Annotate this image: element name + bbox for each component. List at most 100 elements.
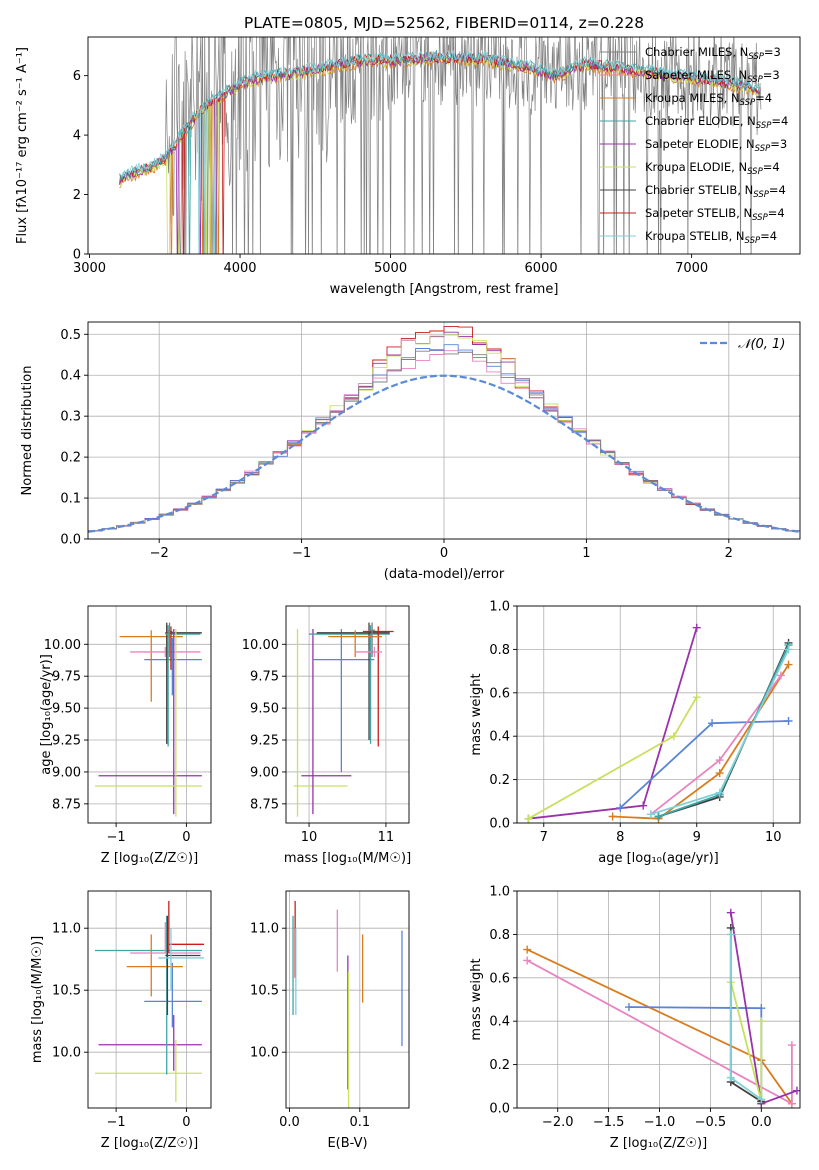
mass_weight_vs_z-xtick-label: −0.5 (695, 1115, 727, 1130)
legend-subscript: SSP (745, 236, 761, 246)
mass_weight_vs_z-ytick-label: 0.2 (489, 1058, 510, 1073)
weight-marker (692, 693, 701, 702)
age_vs_z-axes-frame (87, 605, 212, 824)
mass_weight_vs_age-ytick-label: 0.4 (489, 730, 510, 745)
errorbar-cross-chabrier-miles (168, 622, 171, 658)
age-vs-metallicity-panel: −1 0 8.75 9.00 9.25 9.50 9.75 10.00 Z [log₁₀(Z/Z… (39, 605, 212, 866)
age_vs_mass-xtick-label: 10 (301, 830, 318, 845)
residuals-xtick-label: 1 (582, 546, 590, 561)
spectrum-xtick-label: 5000 (374, 261, 407, 276)
mass_weight_vs_age-ylabel: mass weight (469, 673, 484, 755)
residuals-xlabel: (data-model)/error (384, 567, 505, 582)
errorbar-cross-blue-series (144, 637, 202, 696)
mass_vs_ebv-xlabel: E(B-V) (327, 1136, 367, 1151)
mass_weight_vs_z-ylabel: mass weight (469, 958, 484, 1040)
mass_vs_ebv-plot-area (292, 900, 403, 1108)
weight-marker (726, 930, 735, 939)
weight-marker (757, 1095, 766, 1104)
weight-marker (616, 803, 625, 812)
errorbar-cross-kroupa-miles (126, 934, 183, 997)
weight-marker (715, 769, 724, 778)
residuals-ytick-label: 0.1 (60, 492, 81, 507)
age_vs_mass-ytick-label: 9.50 (250, 702, 279, 717)
residuals-xtick-label: 0 (440, 546, 448, 561)
age_vs_z-plot-area (95, 622, 202, 817)
mass_weight_vs_z-grid (517, 890, 800, 1109)
age_vs_mass-ytick-label: 9.00 (250, 765, 279, 780)
legend-count: =4 (755, 91, 772, 105)
mass_weight_vs_z-xtick-label: −2.0 (542, 1115, 574, 1130)
mass-weight-vs-age-panel: 7 8 9 10 0.0 0.2 0.4 0.6 0.8 1.0 age [log₁₀(age/yr… (469, 600, 801, 866)
errorbar-cross-chabrier-elodie (95, 915, 202, 1075)
mass_vs_z-ytick-label: 10.0 (52, 1046, 81, 1061)
residuals-xtick-label: 2 (725, 546, 733, 561)
age_vs_mass-grid (286, 606, 409, 823)
weight-marker (784, 660, 793, 669)
age_vs_z-ytick-label: 9.50 (52, 702, 81, 717)
residuals-plot-area (88, 325, 800, 533)
spectrum-ytick-label: 2 (73, 188, 81, 203)
mass_weight_vs_age-axes-frame (516, 605, 801, 824)
mass_vs_z-ytick-label: 11.0 (52, 922, 81, 937)
mass_vs_z-xtick-label: 0 (182, 1115, 190, 1130)
spectrum-panel: 3000 4000 5000 6000 7000 0 2 4 6 wavelength [Angs… (15, 36, 801, 297)
weight-marker (715, 788, 724, 797)
residuals-ytick-label: 0.2 (60, 451, 81, 466)
legend-entry: Kroupa ELODIE, NSSP=4 (645, 160, 780, 177)
mass_vs_ebv-xtick-label: 0.1 (349, 1115, 370, 1130)
errorbar-cross-chabrier-miles (369, 622, 376, 658)
residuals-ytick-label: 0.5 (60, 328, 81, 343)
legend-subscript: SSP (748, 52, 764, 62)
age_vs_mass-axes-frame (285, 605, 410, 824)
mass_weight_vs_z-ytick-label: 0.6 (489, 971, 510, 986)
mass_weight_vs_z-plot-area (523, 908, 800, 1108)
age_vs_mass-xlabel: mass [log₁₀(M/M☉)] (284, 851, 411, 866)
errorbar-cross-blue-series (312, 628, 375, 772)
spectrum-plot-area (119, 37, 762, 254)
mass_weight_vs_age-plot-area (524, 623, 793, 823)
age_vs_z-ytick-label: 9.25 (52, 734, 81, 749)
age_vs_z-ytick-label: 10.00 (44, 638, 81, 653)
spectrum-xtick-label: 6000 (525, 261, 558, 276)
legend-entry: Salpeter MILES, NSSP=3 (645, 68, 780, 85)
errorbar-cross-kroupa-stelib (158, 928, 204, 991)
mass_weight_vs_z-ytick-label: 0.4 (489, 1015, 510, 1030)
errorbar-cross-pink-series (130, 646, 201, 658)
normal-distribution-curve (88, 374, 800, 533)
residuals-xtick-label: −1 (292, 546, 311, 561)
mass-vs-metallicity-panel: −1 0 10.0 10.5 11.0 Z [log₁₀(Z/Z☉)] mass [log₁… (30, 890, 212, 1151)
mass_weight_vs_age-xtick-label: 7 (540, 830, 548, 845)
weight-marker (757, 1017, 766, 1026)
spectrum-title: PLATE=0805, MJD=52562, FIBERID=0114, z=0… (244, 14, 644, 32)
mass_vs_ebv-axes-frame (285, 890, 410, 1109)
legend-label: Kroupa ELODIE, N (645, 160, 747, 174)
legend-label: Salpeter STELIB, N (645, 206, 752, 220)
legend-label: Salpeter ELODIE, N (645, 137, 755, 151)
age_vs_mass-ytick-label: 10.00 (242, 638, 279, 653)
weight-marker (692, 623, 701, 632)
weight-marker (757, 1004, 766, 1013)
weight-marker (654, 812, 663, 821)
weight-marker (708, 719, 717, 728)
legend-subscript: SSP (755, 144, 771, 154)
errorbar-cross-kroupa-elodie (95, 628, 202, 817)
mass_weight_vs_age-ytick-label: 1.0 (489, 600, 510, 615)
legend-subscript: SSP (740, 98, 756, 108)
residuals-axes-frame (87, 321, 801, 540)
mass_weight_vs_z-axes-frame (516, 890, 801, 1109)
spectrum-xlabel: wavelength [Angstrom, rest frame] (330, 282, 559, 297)
legend-label: Chabrier STELIB, N (645, 183, 753, 197)
spectrum-ytick-label: 4 (73, 129, 81, 144)
mass_weight_vs_age-ytick-label: 0.6 (489, 686, 510, 701)
age_vs_mass-ytick-label: 9.75 (250, 670, 279, 685)
weight-marker (608, 812, 617, 821)
errorbar-cross-salpeter-elodie (98, 1015, 202, 1071)
weight-marker (669, 732, 678, 741)
legend-count: =3 (770, 137, 787, 151)
residuals-ytick-label: 0.4 (60, 369, 81, 384)
age_vs_mass-plot-area (293, 622, 394, 817)
mass_vs_ebv-ytick-label: 11.0 (250, 922, 279, 937)
mass_weight_vs_z-ytick-label: 0.0 (489, 1102, 510, 1117)
spectrum-axes-frame (87, 36, 801, 255)
